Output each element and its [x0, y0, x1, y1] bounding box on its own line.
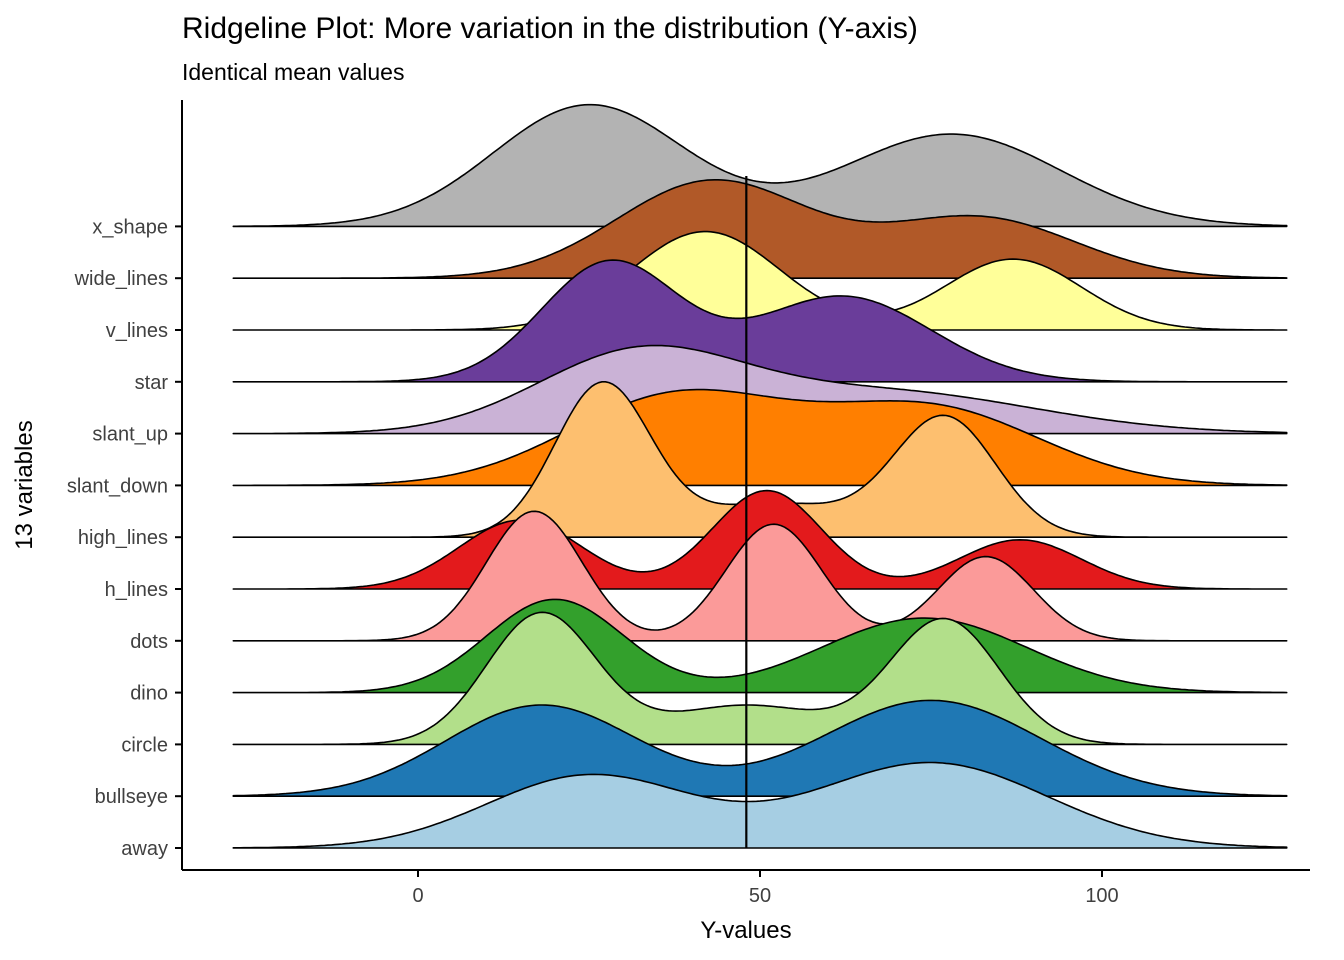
y-tick-label-x_shape: x_shape	[92, 216, 168, 238]
y-tick-label-high_lines: high_lines	[78, 527, 168, 549]
ridge-x_shape	[232, 103, 1288, 228]
ridge-v_lines	[232, 230, 1288, 331]
y-tick-label-star: star	[135, 372, 169, 394]
y-tick-label-h_lines: h_lines	[105, 579, 168, 601]
y-tick-label-slant_up: slant_up	[92, 424, 168, 446]
x-tick-label-50: 50	[749, 885, 771, 907]
ridge-wide_lines	[232, 179, 1288, 279]
chart-title: Ridgeline Plot: More variation in the di…	[182, 12, 918, 45]
y-tick-label-circle: circle	[121, 734, 168, 756]
x-axis-title: Y-values	[700, 917, 791, 944]
y-tick-label-dino: dino	[130, 683, 168, 705]
y-tick-label-dots: dots	[130, 631, 168, 653]
y-tick-label-wide_lines: wide_lines	[74, 268, 168, 290]
chart-subtitle: Identical mean values	[182, 59, 404, 85]
y-tick-label-bullseye: bullseye	[95, 786, 168, 808]
ridge-dots	[232, 510, 1288, 642]
ridge-star	[232, 259, 1288, 383]
y-axis-title: 13 variables	[11, 420, 38, 549]
axes-group: away bullseye circle dino dots h_lines high_li…	[67, 100, 1310, 907]
y-tick-label-slant_down: slant_down	[67, 475, 168, 497]
ridge-circle	[232, 611, 1288, 746]
y-tick-label-v_lines: v_lines	[106, 320, 168, 342]
ridge-away	[232, 761, 1288, 849]
ridge-bullseye	[232, 699, 1288, 797]
x-tick-label-0: 0	[412, 885, 423, 907]
y-tick-label-away: away	[121, 838, 168, 860]
ridges-group	[232, 103, 1288, 849]
ridge-slant_up	[232, 344, 1288, 435]
x-tick-label-100: 100	[1085, 885, 1118, 907]
ridge-slant_down	[232, 388, 1288, 487]
